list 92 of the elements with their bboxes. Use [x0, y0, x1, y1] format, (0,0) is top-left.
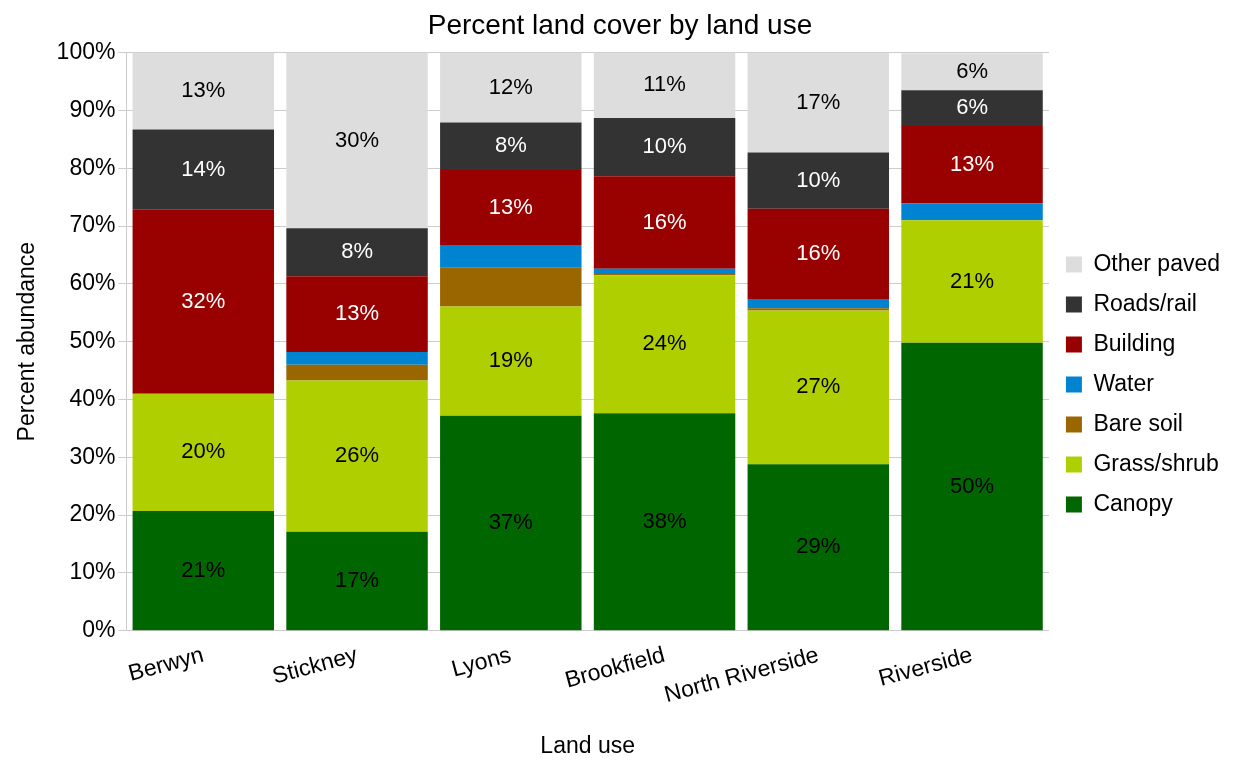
- y-tick-label: 90%: [69, 95, 116, 122]
- y-tick-label: 70%: [69, 211, 116, 238]
- bar: [747, 464, 890, 631]
- data-label: 24%: [642, 330, 687, 356]
- chart-title: Percent land cover by land use: [427, 8, 813, 40]
- bar: [901, 53, 1043, 91]
- data-label: 17%: [335, 567, 380, 593]
- y-tick-label: 100%: [56, 37, 116, 64]
- data-label: 16%: [642, 208, 687, 234]
- x-tick-label: Berwyn: [125, 640, 207, 686]
- bar: [901, 220, 1043, 343]
- data-label: 13%: [181, 77, 226, 103]
- data-label: 20%: [181, 438, 226, 464]
- bar: [747, 52, 890, 153]
- bar: [593, 275, 736, 414]
- bar: [440, 267, 582, 307]
- bar: [286, 364, 428, 381]
- bar: [747, 310, 890, 465]
- bar: [593, 413, 736, 631]
- bar: [593, 176, 736, 269]
- data-label: 13%: [335, 300, 380, 326]
- x-tick-label: Stickney: [269, 640, 361, 689]
- y-axis-title: Percent abundance: [13, 241, 40, 442]
- data-label: 16%: [796, 239, 841, 265]
- data-label: 13%: [950, 150, 995, 176]
- data-label: 27%: [796, 373, 841, 399]
- y-tick-label: 0%: [82, 616, 116, 643]
- bar: [440, 245, 582, 268]
- bar: [901, 126, 1043, 204]
- bar: [901, 90, 1043, 127]
- bar: [440, 306, 582, 416]
- bar: [132, 209, 275, 394]
- bar: [132, 52, 275, 130]
- data-label: 37%: [488, 509, 533, 534]
- y-tick-label: 30%: [69, 442, 116, 469]
- legend-label: Water: [1093, 369, 1155, 396]
- bar: [593, 52, 736, 118]
- data-label: 12%: [488, 73, 533, 99]
- legend-label: Bare soil: [1093, 409, 1183, 436]
- y-tick-label: 10%: [69, 558, 116, 585]
- y-tick-label: 20%: [69, 500, 116, 527]
- bar: [901, 203, 1043, 221]
- data-label: 10%: [796, 166, 841, 192]
- data-label: 17%: [796, 88, 841, 114]
- data-label: 21%: [181, 556, 226, 582]
- legend-label: Other paved: [1093, 249, 1221, 276]
- legend-label: Building: [1093, 329, 1176, 356]
- data-label: 8%: [494, 132, 527, 158]
- bar: [286, 531, 428, 631]
- x-tick-label: Riverside: [875, 640, 975, 691]
- data-label: 6%: [956, 57, 988, 83]
- data-label: 26%: [335, 442, 380, 468]
- data-label: 50%: [950, 472, 995, 498]
- data-label: 14%: [181, 155, 226, 181]
- bar: [440, 122, 582, 170]
- legend-label: Grass/shrub: [1093, 449, 1219, 476]
- bar: [747, 152, 890, 209]
- bar: [132, 511, 275, 631]
- bar: [132, 393, 275, 512]
- bar: [286, 352, 428, 365]
- bar: [440, 52, 582, 123]
- y-tick-label: 60%: [69, 269, 116, 296]
- bar: [286, 52, 428, 229]
- data-label: 11%: [643, 71, 686, 97]
- bar: [132, 129, 275, 210]
- data-label: 6%: [956, 94, 988, 120]
- data-label: 32%: [181, 287, 226, 313]
- y-tick-label: 80%: [69, 153, 116, 180]
- data-label: 8%: [341, 238, 373, 264]
- bar: [286, 228, 428, 277]
- data-label: 13%: [488, 193, 533, 219]
- bar: [286, 380, 428, 532]
- data-label: 21%: [950, 267, 995, 293]
- x-tick-label: Lyons: [448, 640, 514, 682]
- bar: [593, 268, 736, 275]
- bar: [747, 298, 890, 309]
- data-label: 30%: [335, 126, 380, 152]
- x-axis-title: Land use: [540, 731, 635, 758]
- legend-label: Canopy: [1093, 489, 1174, 516]
- data-label: 10%: [642, 133, 687, 159]
- y-tick-label: 40%: [69, 384, 116, 411]
- bar: [901, 342, 1043, 631]
- data-label: 19%: [488, 347, 533, 373]
- data-label: 38%: [642, 507, 687, 533]
- legend-label: Roads/rail: [1093, 289, 1197, 316]
- data-label: 29%: [796, 533, 841, 559]
- bar: [440, 169, 582, 246]
- bar: [747, 208, 890, 299]
- bar: [440, 415, 582, 631]
- bar: [593, 117, 736, 177]
- y-tick-label: 50%: [69, 327, 116, 353]
- bar: [286, 276, 428, 353]
